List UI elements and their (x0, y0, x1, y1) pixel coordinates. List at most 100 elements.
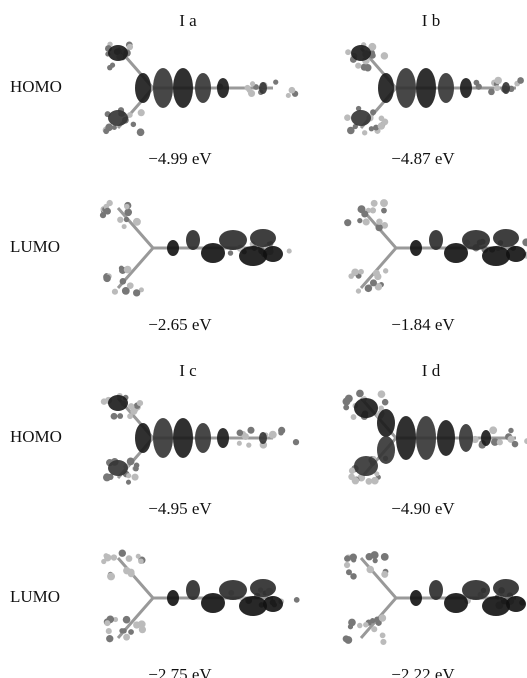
orbital-lobe (459, 424, 473, 452)
atom (376, 218, 382, 224)
orbital-lobe (416, 68, 436, 108)
atom (350, 573, 356, 579)
orbital-lobe (201, 243, 225, 263)
atom (104, 208, 111, 215)
atom (119, 266, 124, 271)
atom (517, 77, 524, 84)
atom (345, 49, 351, 55)
orbital-lobe (506, 596, 526, 612)
orbital-lobe (354, 398, 378, 418)
energy-label: −4.87 eV (391, 149, 455, 168)
atom (126, 480, 131, 485)
orbital-lobe (410, 240, 422, 256)
atom (138, 109, 145, 116)
atom (373, 270, 380, 277)
orbital-lobe (444, 593, 468, 613)
atom (352, 477, 359, 484)
orbital-lobe (195, 73, 211, 103)
atom (381, 208, 387, 214)
atom (378, 122, 385, 129)
orbital-lobe (437, 420, 455, 456)
atom (120, 278, 127, 285)
atom (512, 441, 519, 448)
orbital-lobe (108, 45, 128, 61)
orbital-lobe (502, 82, 510, 94)
atom (489, 426, 497, 434)
atom (131, 122, 136, 127)
orbital-lobe (108, 460, 128, 476)
atom (107, 572, 115, 580)
atom (111, 554, 117, 560)
atom (371, 200, 378, 207)
orbital-lobe (186, 230, 200, 250)
orbital-lobe (108, 395, 128, 411)
atom (363, 218, 370, 225)
atom (110, 63, 115, 68)
atom (494, 85, 500, 91)
atom (474, 80, 480, 86)
atom (358, 269, 364, 275)
atom (343, 635, 350, 642)
orbital-lobe (351, 110, 371, 126)
atom (248, 90, 255, 97)
atom (294, 597, 300, 603)
orbital-lobe (378, 73, 394, 103)
molecule (101, 550, 299, 643)
orbital-lobe (429, 230, 443, 250)
atom (357, 623, 362, 628)
orbital-lobe (217, 428, 229, 448)
orbital-lobe (195, 423, 211, 453)
orbital-lobe (217, 78, 229, 98)
atom (342, 398, 350, 406)
orbital-lobe (263, 596, 283, 612)
orbital-lobe (259, 82, 267, 94)
orbital-lobe (396, 68, 416, 108)
atom (344, 562, 350, 568)
orbital-lobe (167, 590, 179, 606)
atom (370, 109, 376, 115)
orbital-lobe (219, 230, 247, 250)
energy-label: −4.90 eV (391, 499, 455, 518)
orbital-label: LUMO (10, 237, 60, 256)
atom (106, 628, 112, 634)
atom (379, 614, 386, 621)
orbital-lobe (250, 229, 276, 247)
atom (127, 569, 134, 576)
orbital-lobe (259, 432, 267, 444)
atom (132, 474, 139, 481)
atom (104, 620, 110, 626)
atom (246, 442, 251, 447)
atom (103, 128, 109, 134)
orbital-lobe (462, 230, 490, 250)
orbital-lobe (108, 110, 128, 126)
atom (245, 85, 251, 91)
atom (133, 289, 140, 296)
molecule (100, 200, 292, 297)
atom (373, 558, 378, 563)
atom (508, 428, 513, 433)
atom (361, 211, 368, 218)
atom (126, 473, 131, 478)
figure: I aI bHOMO−4.99 eV−4.87 eVLUMO−2.65 eV−1… (0, 0, 527, 678)
orbital-lobe (250, 579, 276, 597)
energy-label: −2.22 eV (391, 665, 455, 678)
atom (124, 208, 132, 216)
atom (126, 555, 133, 562)
atom (127, 457, 135, 465)
orbital-lobe (429, 580, 443, 600)
atom (357, 218, 362, 223)
atom (117, 413, 123, 419)
orbital-lobe (201, 593, 225, 613)
atom (119, 628, 124, 633)
atom (136, 554, 141, 559)
atom (111, 413, 118, 420)
atom (370, 279, 377, 286)
orbital-lobe (351, 45, 371, 61)
atom (382, 399, 389, 406)
atom (128, 403, 135, 410)
orbital-lobe (481, 430, 491, 446)
molecule (343, 551, 526, 645)
atom (356, 390, 364, 398)
atom (124, 266, 132, 274)
atom (348, 619, 356, 627)
